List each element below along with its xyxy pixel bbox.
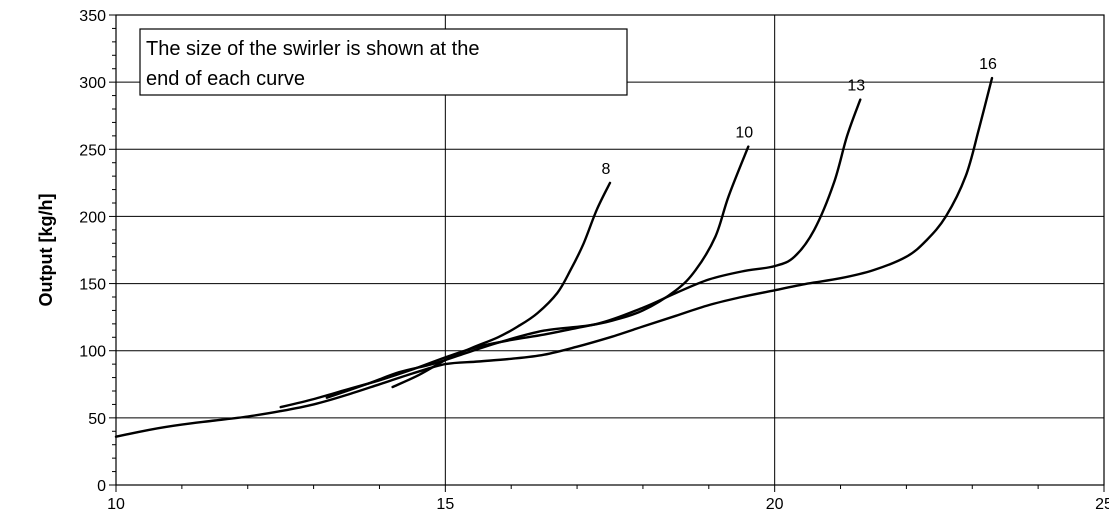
y-axis-title: Output [kg/h] [36,194,56,307]
x-axis-ticks: 10 15 20 25 [107,485,1109,513]
y-tick-label: 350 [79,8,106,25]
curve-label-swirler-10: 10 [735,125,753,142]
plot-area-frame [115,14,1105,486]
y-tick-label: 200 [79,209,106,226]
y-tick-label: 100 [79,344,106,361]
y-tick-label: 50 [88,411,106,428]
annotation-line-2: end of each curve [146,68,305,90]
series-labels: 8 10 13 16 [602,56,997,178]
annotation-box: The size of the swirler is shown at the … [139,28,628,96]
curve-label-swirler-16: 16 [979,56,997,73]
annotation-frame [139,28,628,96]
y-tick-label: 150 [79,277,106,294]
curve-label-swirler-8: 8 [602,161,611,178]
series-lines [114,76,994,438]
y-minor-ticks [112,27,1039,489]
series-line-swirler-13 [325,98,862,399]
x-tick-label: 15 [436,496,454,513]
annotation-line-1: The size of the swirler is shown at the [146,38,479,60]
y-tick-label: 250 [79,142,106,159]
y-tick-label: 0 [97,478,106,495]
x-tick-label: 20 [766,496,784,513]
x-tick-label: 10 [107,496,125,513]
curve-label-swirler-13: 13 [847,78,865,95]
x-tick-label: 25 [1095,496,1109,513]
y-tick-label: 300 [79,75,106,92]
y-axis-ticks: 0 50 100 150 200 250 300 350 [79,8,116,495]
series-line-swirler-16 [114,76,994,438]
